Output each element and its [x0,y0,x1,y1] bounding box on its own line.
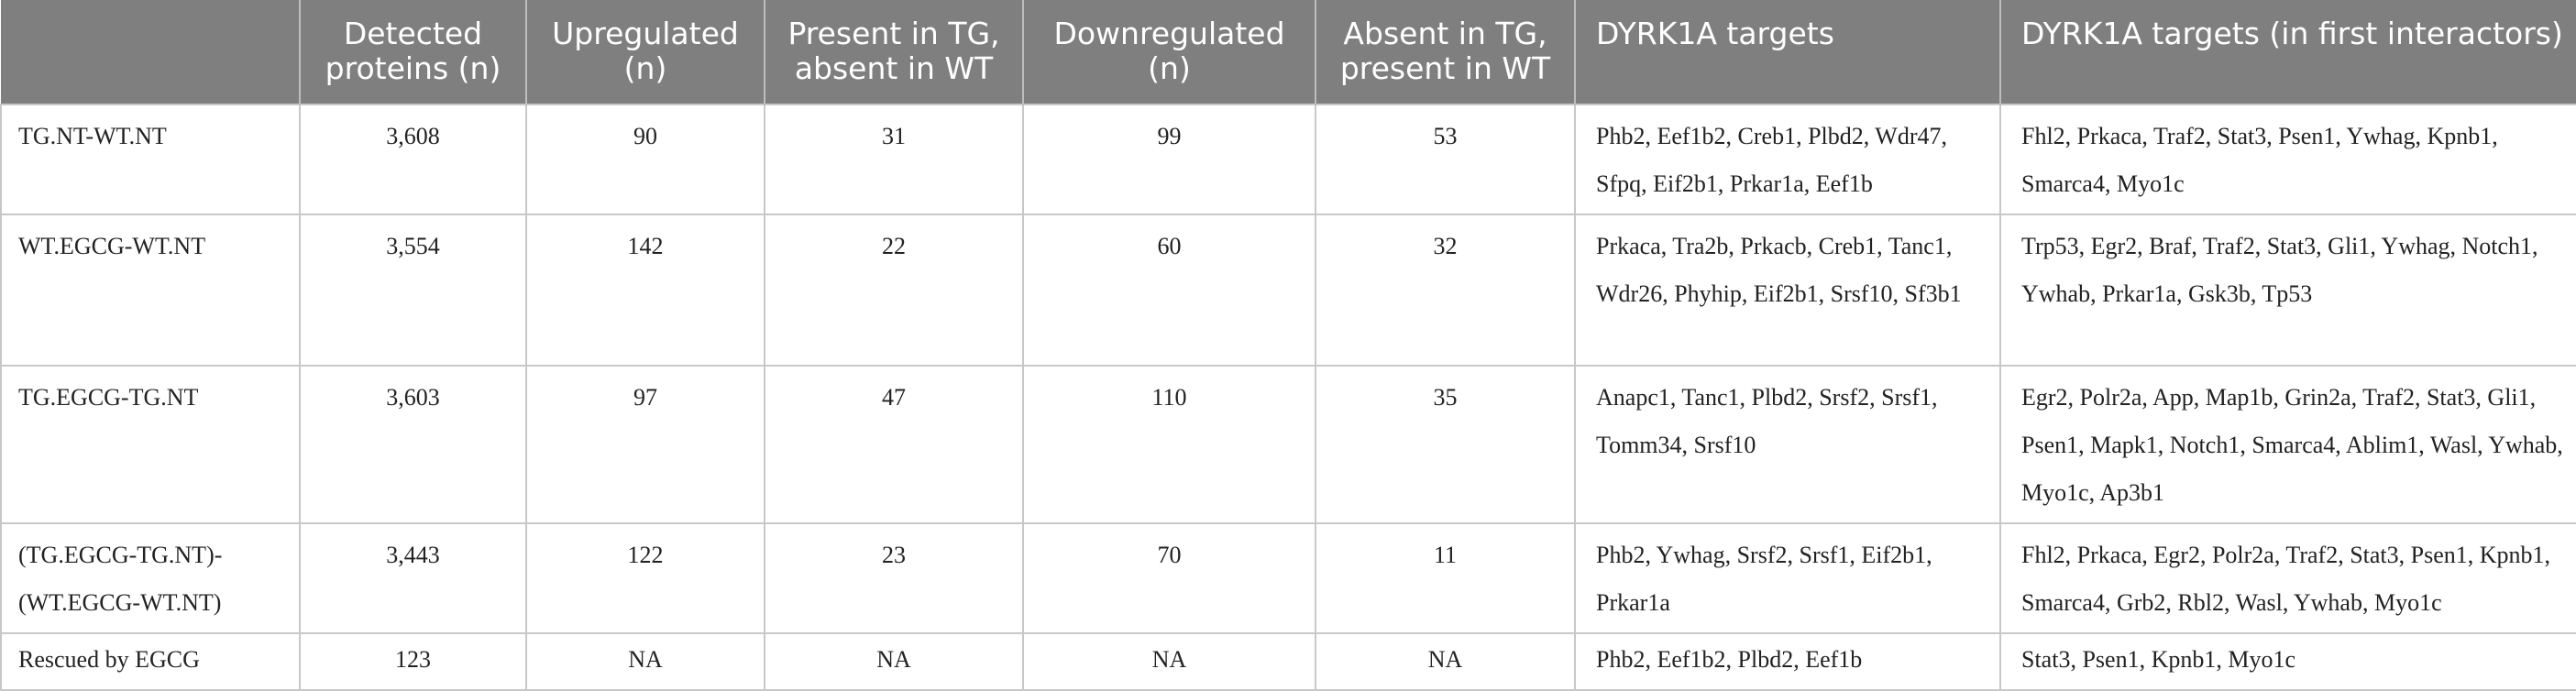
table-cell: NA [764,632,1024,691]
table-cell: Prkaca, Tra2b, Prkacb, Creb1, Tanc1, Wdr… [1574,214,2001,367]
header-cell: Detected proteins (n) [299,0,526,104]
table-cell: Phb2, Ywhag, Srsf2, Srsf1, Eif2b1, Prkar… [1574,522,2001,634]
table-row: Rescued by EGCG 123 NA NA NA NA Phb2, Eef1b2, … [0,632,2576,691]
table-cell: 11 [1315,522,1576,634]
table-cell: 142 [525,214,765,367]
table-cell: 3,554 [299,214,527,367]
table-cell: (TG.EGCG-TG.NT)-(WT.EGCG-WT.NT) [0,522,301,634]
table-cell: Stat3, Psen1, Kpnb1, Myo1c [1999,632,2576,691]
table-cell: Phb2, Eef1b2, Creb1, Plbd2, Wdr47, Sfpq,… [1574,104,2001,215]
table-cell: 3,603 [299,365,527,524]
table-cell: WT.EGCG-WT.NT [0,214,301,367]
header-cell: Present in TG, absent in WT [764,0,1023,104]
table-cell: 110 [1022,365,1316,524]
table-cell: NA [1022,632,1316,691]
header-cell: DYRK1A targets (in first interactors) [1999,0,2576,104]
header-cell: Absent in TG, present in WT [1315,0,1575,104]
table-cell: 90 [525,104,765,215]
table-cell: Phb2, Eef1b2, Plbd2, Eef1b [1574,632,2001,691]
table-cell: Rescued by EGCG [0,632,301,691]
table-cell: 70 [1022,522,1316,634]
table-row: TG.NT-WT.NT 3,608 90 31 99 53 Phb2, Eef1b2, Cr… [0,104,2576,215]
table-cell: 99 [1022,104,1316,215]
table-cell: 23 [764,522,1024,634]
table-cell: Egr2, Polr2a, App, Map1b, Grin2a, Traf2,… [1999,365,2576,524]
table-cell: NA [1315,632,1576,691]
table-cell: Anapc1, Tanc1, Plbd2, Srsf2, Srsf1, Tomm… [1574,365,2001,524]
table-cell: 123 [299,632,527,691]
table-cell: 122 [525,522,765,634]
table-cell: Fhl2, Prkaca, Traf2, Stat3, Psen1, Ywhag… [1999,104,2576,215]
header-cell: Downregulated (n) [1022,0,1316,104]
table-row: TG.EGCG-TG.NT 3,603 97 47 110 35 Anapc1, Tanc1… [0,365,2576,524]
table-row: (TG.EGCG-TG.NT)-(WT.EGCG-WT.NT) 3,443 122 2… [0,522,2576,634]
table-cell: 97 [525,365,765,524]
table-cell: Trp53, Egr2, Braf, Traf2, Stat3, Gli1, Y… [1999,214,2576,367]
table-row: WT.EGCG-WT.NT 3,554 142 22 60 32 Prkaca, Tra2b… [0,214,2576,367]
table-cell: TG.EGCG-TG.NT [0,365,301,524]
header-cell: Upregulated (n) [525,0,765,104]
table-cell: 47 [764,365,1024,524]
table-cell: 53 [1315,104,1576,215]
table-cell: 3,443 [299,522,527,634]
table-cell: 32 [1315,214,1576,367]
table-cell: 60 [1022,214,1316,367]
header-row: Detected proteins (n) Upregulated (n) Pres… [1,0,2576,104]
table-cell: 31 [764,104,1024,215]
table-cell: Fhl2, Prkaca, Egr2, Polr2a, Traf2, Stat3… [1999,522,2576,634]
table-cell: TG.NT-WT.NT [0,104,301,215]
table-body: TG.NT-WT.NT 3,608 90 31 99 53 Phb2, Eef1b2, Cr… [0,104,2576,691]
table-header: Detected proteins (n) Upregulated (n) Pres… [1,0,2576,104]
table-cell: 35 [1315,365,1576,524]
header-cell [1,0,300,104]
table-cell: NA [525,632,765,691]
table-cell: 3,608 [299,104,527,215]
header-cell: DYRK1A targets [1574,0,2000,104]
table-cell: 22 [764,214,1024,367]
